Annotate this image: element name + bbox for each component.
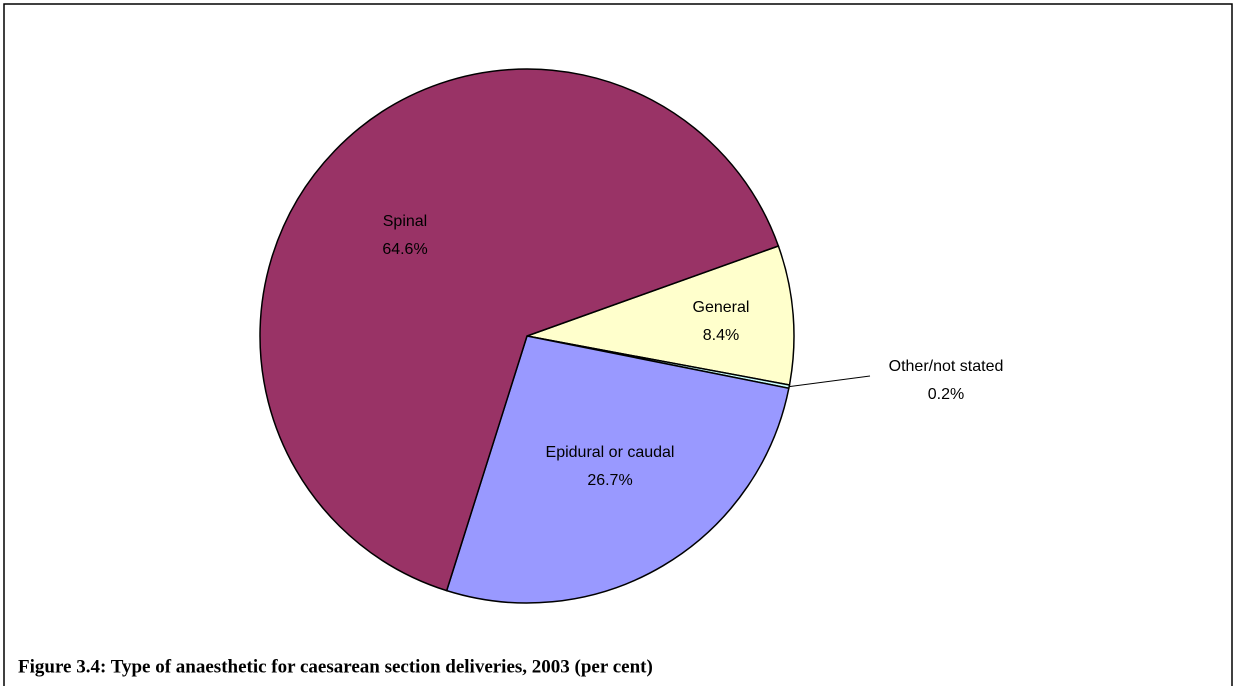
- slice-value-label: 64.6%: [382, 241, 427, 258]
- chart-title: Figure 3.4: Type of anaesthetic for caes…: [18, 656, 653, 677]
- slice-label: General: [693, 299, 750, 316]
- pie-slice: [259, 68, 780, 592]
- pie-slice: [524, 245, 795, 386]
- slice-value-label: 8.4%: [703, 327, 739, 344]
- leader-line: [789, 375, 871, 388]
- slice-value-label: 0.2%: [928, 386, 964, 403]
- slice-label: Epidural or caudal: [546, 444, 675, 461]
- slice-label: Other/not stated: [889, 358, 1004, 375]
- pie-slice: [445, 335, 790, 604]
- slice-value-label: 26.7%: [587, 472, 632, 489]
- frame: [3, 3, 1233, 686]
- slice-label: Spinal: [383, 213, 427, 230]
